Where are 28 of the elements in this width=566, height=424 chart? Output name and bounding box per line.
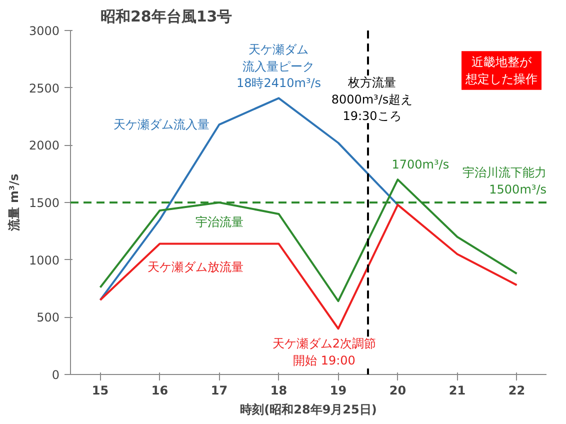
annotation: 1700m³/s — [392, 158, 450, 172]
x-tick-label: 20 — [389, 384, 406, 398]
y-tick-label: 2500 — [28, 81, 60, 96]
y-tick-label: 2000 — [28, 138, 60, 153]
y-axis-title: 流量 m³/s — [6, 174, 21, 232]
x-tick-label: 19 — [330, 384, 347, 398]
series-label: 宇治流量 — [195, 215, 244, 230]
y-tick-label: 0 — [52, 368, 60, 382]
y-tick-label: 500 — [36, 310, 60, 325]
x-tick-label: 21 — [448, 384, 466, 398]
x-tick-label: 15 — [92, 384, 109, 398]
y-tick-label: 1000 — [28, 253, 60, 268]
annotation: 天ケ瀬ダム2次調節開始 19:00 — [272, 336, 376, 368]
annotation: 天ケ瀬ダム流入量ピーク18時2410m³/s — [236, 42, 322, 90]
x-tick-label: 22 — [508, 384, 526, 398]
x-axis-title: 時刻(昭和28年9月25日) — [240, 402, 377, 416]
ref-line-label: 枚方流量 8000m³/s超え 19:30ころ — [331, 76, 413, 124]
series-label: 天ケ瀬ダム放流量 — [147, 260, 244, 274]
annotation: 近畿地整が想定した操作 — [464, 55, 538, 86]
ref-line-label: 宇治川流下能力 1500m³/s — [462, 166, 547, 196]
chart-title: 昭和28年台風13号 — [100, 8, 232, 26]
series-label: 天ケ瀬ダム流入量 — [113, 118, 210, 132]
x-tick-label: 18 — [270, 384, 288, 398]
x-tick-label: 17 — [210, 384, 228, 398]
y-tick-label: 1500 — [28, 196, 60, 210]
y-tick-label: 3000 — [28, 24, 60, 38]
x-tick-label: 16 — [151, 384, 168, 398]
line-series — [99, 204, 518, 330]
